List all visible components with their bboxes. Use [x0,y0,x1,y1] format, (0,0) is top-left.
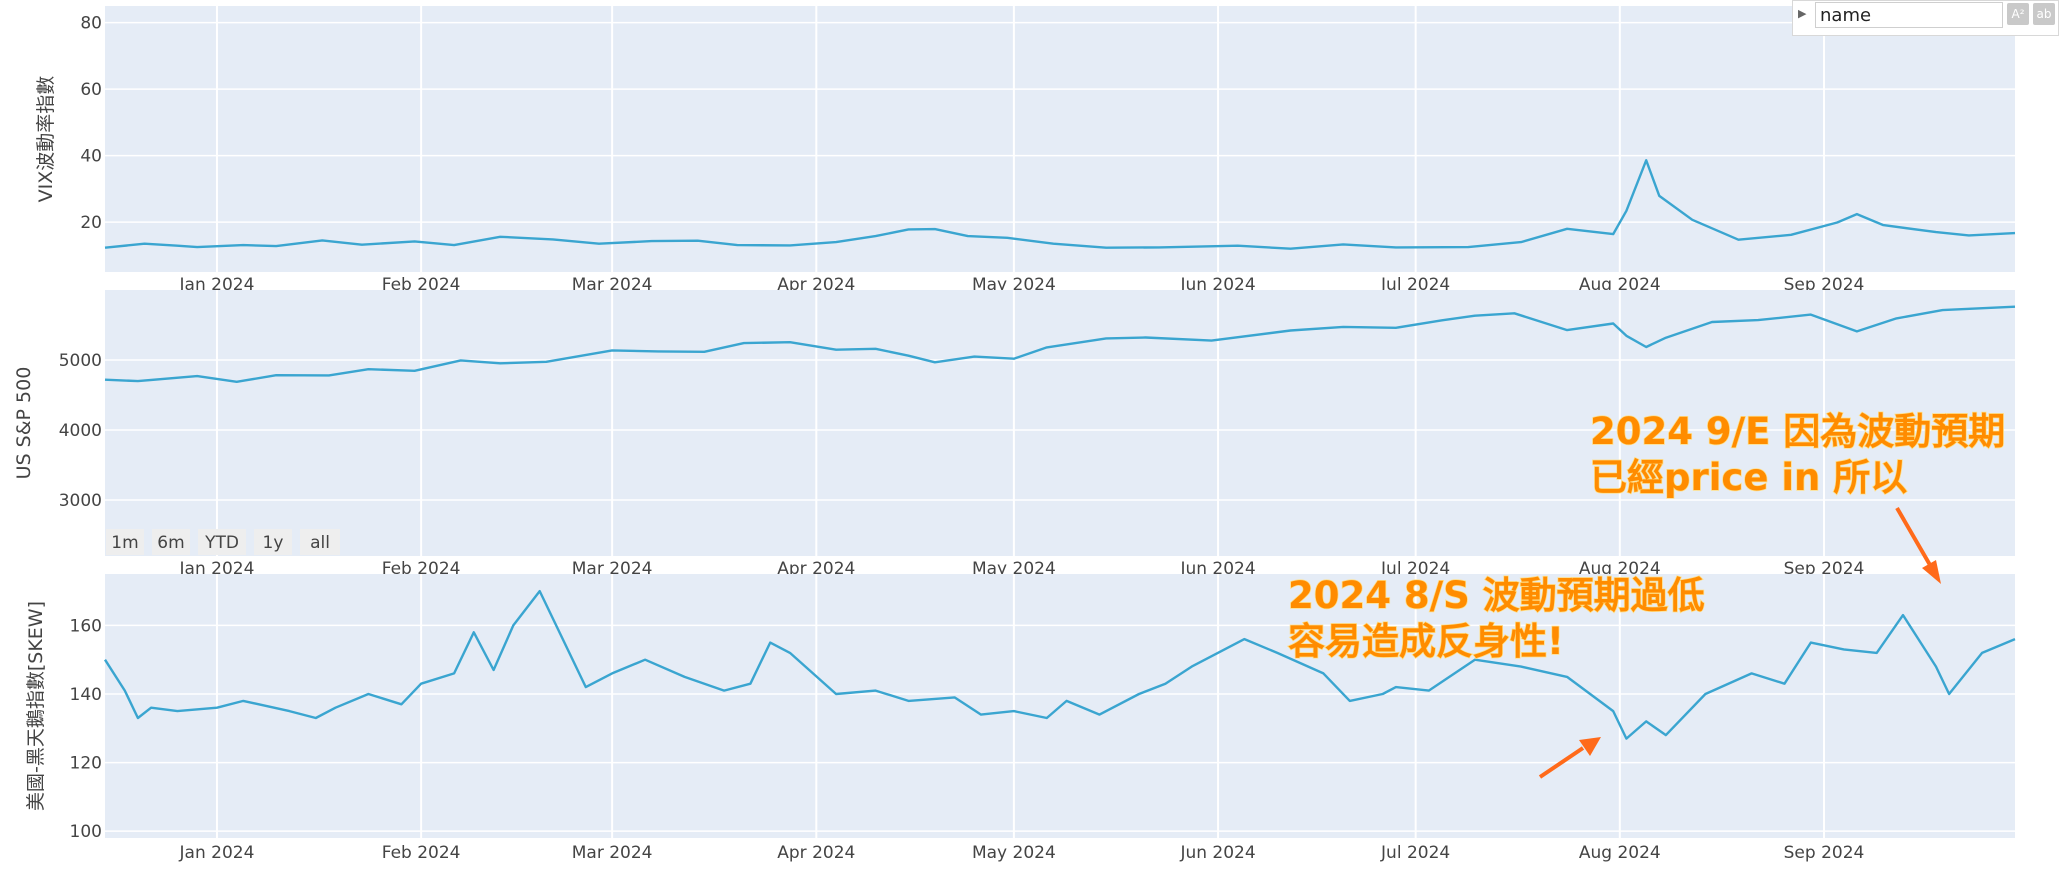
y-tick-label: 5000 [59,351,102,371]
y-axis-title: US S&P 500 [13,367,35,480]
panel-3: 100 120 140 160 Jan 2024 Feb 2024 Mar 2024 Apr … [25,574,2016,863]
y-axis-title: 美國-黑天鵝指數[SKEW] [25,601,47,811]
annotation-arrow-aug [1538,737,1601,779]
x-tick-label: Jul 2024 [1380,843,1450,863]
y-tick-label: 160 [70,616,102,636]
x-tick-label: Aug 2024 [1579,843,1661,863]
series-line-1 [104,159,2016,250]
range-button-6m-label: 6m [157,533,184,553]
x-tick-label: Feb 2024 [382,843,461,863]
annotation-aug-line-2: 容易造成反身性! [1288,620,1564,663]
annotations: 2024 9/E 因為波動預期 已經price in 所以 2024 8/S 波… [1287,409,2006,779]
range-button-1m[interactable]: 1m [106,529,144,555]
y-tick-label: 60 [80,80,102,100]
y-tick-label: 100 [70,822,102,842]
annotation-sep-line-2: 已經price in 所以 [1590,456,1907,499]
series-line-2 [104,305,2016,383]
chart-panels: 20 40 60 80 Jan 2024 Feb 2024 Mar 2024 Apr 2024… [13,6,2016,863]
range-button-6m[interactable]: 6m [152,529,190,555]
y-tick-label: 120 [70,754,102,774]
range-button-all-label: all [310,533,330,553]
y-tick-label: 3000 [59,491,102,511]
x-tick-label: May 2024 [972,843,1056,863]
x-tick-label: Sep 2024 [1784,843,1865,863]
x-tick-label: Jan 2024 [179,843,255,863]
font-size-icon[interactable]: A² [2007,3,2029,25]
y-tick-label: 80 [80,14,102,34]
range-button-ytd-label: YTD [204,533,239,553]
y-tick-label: 4000 [59,421,102,441]
legend-name-input[interactable] [1815,2,2003,28]
range-selector: 1m 6m YTD 1y all [106,529,340,555]
x-tick-label: Apr 2024 [777,843,855,863]
annotation-arrow-sep [1895,506,1941,584]
legend-filter: ▶ A² ab [1792,0,2059,36]
plot-background [105,290,2015,556]
annotation-sep-line-1: 2024 9/E 因為波動預期 [1590,410,2005,453]
range-button-1m-label: 1m [111,533,138,553]
series-line-3 [103,589,2016,740]
range-button-1y-label: 1y [263,533,284,553]
plot-background [105,6,2015,272]
y-axis-title: VIX波動率指數 [35,76,57,203]
text-edit-icon[interactable]: ab [2033,3,2055,25]
x-tick-label: Jun 2024 [1179,843,1255,863]
y-tick-label: 140 [70,685,102,705]
caret-right-icon[interactable]: ▶ [1798,7,1807,20]
annotation-aug-line-1: 2024 8/S 波動預期過低 [1288,574,1705,617]
y-tick-label: 20 [80,213,102,233]
y-tick-label: 40 [80,147,102,167]
x-tick-label: Mar 2024 [572,843,653,863]
range-button-ytd[interactable]: YTD [198,529,246,555]
range-button-1y[interactable]: 1y [254,529,292,555]
range-button-all[interactable]: all [300,529,340,555]
